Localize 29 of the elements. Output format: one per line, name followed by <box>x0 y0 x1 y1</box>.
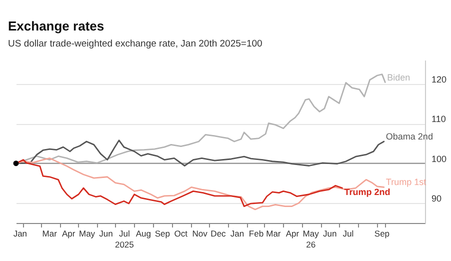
x-tick-label: Apr <box>62 228 76 238</box>
y-tick-label: 90 <box>432 194 442 204</box>
series-label: Biden <box>387 72 410 82</box>
x-tick-label: Sep <box>374 228 390 238</box>
series-label: Trump 2nd <box>344 187 390 198</box>
x-tick-label: Feb <box>248 228 264 238</box>
chart-subtitle: US dollar trade-weighted exchange rate, Jan 20th 2025=100 <box>8 38 262 50</box>
x-tick-label: Jul <box>342 228 354 238</box>
x-tick-label: Apr <box>286 228 300 238</box>
x-tick-label: Nov <box>192 228 208 238</box>
series-label: Obama 2nd <box>386 132 433 142</box>
x-tick-label: Jan <box>13 228 28 238</box>
x-tick-label: Jun <box>99 228 114 238</box>
x-tick-label: Jan <box>230 228 244 238</box>
x-tick-label: Sep <box>154 228 170 238</box>
y-tick-label: 120 <box>432 74 447 84</box>
x-tick-label: Jun <box>322 228 337 238</box>
x-tick-label: Mar <box>266 228 281 238</box>
x-tick-label: Aug <box>136 228 152 238</box>
x-tick-label: Oct <box>174 228 188 238</box>
x-tick-label: Dec <box>210 228 227 238</box>
y-tick-label: 100 <box>432 154 447 164</box>
y-tick-label: 110 <box>432 114 446 124</box>
x-tick-label: May 26 <box>302 228 320 250</box>
chart-title: Exchange rates <box>8 18 104 34</box>
x-tick-label: Jul 2025 <box>114 228 134 250</box>
x-tick-label: Mar <box>42 228 58 238</box>
series-label: Trump 1st <box>386 177 427 188</box>
x-tick-label: May <box>78 228 96 238</box>
